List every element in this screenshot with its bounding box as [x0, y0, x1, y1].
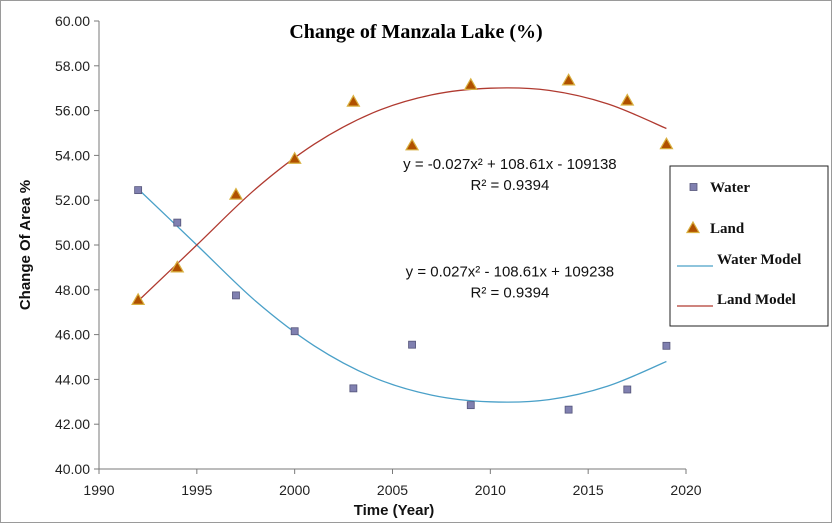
legend-land-label: Land [710, 221, 745, 237]
y-tick-label: 40.00 [55, 461, 90, 477]
y-tick-label: 44.00 [55, 371, 90, 387]
r-squared-label: R² = 0.9394 [470, 284, 549, 301]
land-point [620, 93, 635, 106]
y-tick-label: 46.00 [55, 327, 90, 343]
y-tick-label: 42.00 [55, 416, 90, 432]
land-point [463, 77, 478, 90]
water-point [232, 291, 240, 300]
y-tick-label: 50.00 [55, 237, 90, 253]
legend-land-model-label: Land Model [717, 292, 796, 308]
land-point [659, 136, 674, 150]
water-point [134, 186, 143, 195]
water-point [173, 218, 182, 227]
x-tick-label: 2015 [573, 482, 604, 498]
water-model-trendline [137, 188, 667, 403]
land-point [131, 292, 146, 305]
y-tick-label: 48.00 [55, 282, 90, 298]
x-tick-label: 1995 [181, 482, 212, 498]
water-point [662, 341, 671, 350]
water-point [466, 401, 475, 410]
x-axis-title: Time (Year) [354, 502, 435, 519]
land-point [287, 151, 302, 164]
water-point [408, 340, 416, 349]
land-point [405, 138, 420, 151]
land-point [346, 94, 361, 107]
trendline-equation: y = -0.027x² + 108.61x - 109138 [403, 156, 616, 173]
r-squared-label: R² = 0.9394 [470, 177, 549, 194]
land-point [228, 187, 244, 200]
land-point [561, 73, 576, 86]
legend-water-marker [689, 183, 698, 191]
x-tick-label: 2000 [279, 482, 310, 498]
water-point [564, 405, 573, 414]
x-tick-label: 2010 [475, 482, 506, 498]
y-tick-label: 60.00 [55, 13, 90, 29]
water-point [290, 327, 299, 336]
y-tick-label: 52.00 [55, 192, 90, 208]
legend-land-marker [685, 220, 701, 234]
trendline-equation: y = 0.027x² - 108.61x + 109238 [406, 263, 614, 280]
x-tick-label: 1990 [83, 482, 114, 498]
y-tick-label: 56.00 [55, 103, 90, 119]
legend-box [669, 165, 829, 327]
land-model-trendline [137, 87, 667, 302]
water-point [349, 384, 358, 393]
land-point [170, 260, 185, 273]
water-point [623, 385, 632, 394]
y-tick-label: 58.00 [55, 58, 90, 74]
y-tick-label: 54.00 [55, 147, 90, 163]
x-tick-label: 2005 [377, 482, 408, 498]
legend: Water Land Water Model Land Model [669, 165, 829, 327]
legend-water-model-label: Water Model [717, 252, 801, 268]
y-axis-title: Change Of Area % [17, 180, 34, 310]
x-tick-label: 2020 [670, 482, 701, 498]
chart-title: Change of Manzala Lake (%) [289, 21, 542, 43]
legend-water-label: Water [710, 180, 750, 196]
